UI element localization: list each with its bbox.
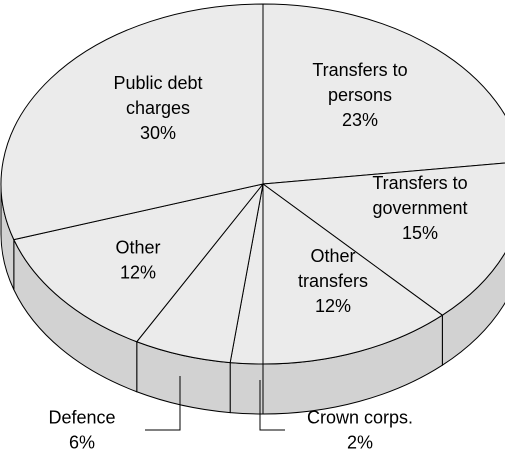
- slice-label-5: Other: [115, 238, 160, 258]
- slice-label-1: Transfers to: [372, 173, 467, 193]
- slice-label-2: Other: [310, 246, 355, 266]
- slice-label-1: government: [372, 198, 467, 218]
- slice-label-3: Crown corps.: [307, 408, 413, 428]
- slice-value-1: 15%: [402, 223, 438, 243]
- slice-label-0: persons: [328, 85, 392, 105]
- slice-value-2: 12%: [315, 296, 351, 316]
- slice-value-6: 30%: [140, 123, 176, 143]
- slice-value-3: 2%: [347, 433, 373, 453]
- slice-label-2: transfers: [298, 271, 368, 291]
- slice-side-3: [230, 363, 263, 414]
- slice-value-4: 6%: [69, 433, 95, 453]
- slice-value-5: 12%: [120, 263, 156, 283]
- slice-label-6: Public debt: [113, 73, 202, 93]
- slice-label-6: charges: [126, 98, 190, 118]
- slice-label-0: Transfers to: [312, 60, 407, 80]
- slice-label-4: Defence: [48, 408, 115, 428]
- slice-value-0: 23%: [342, 110, 378, 130]
